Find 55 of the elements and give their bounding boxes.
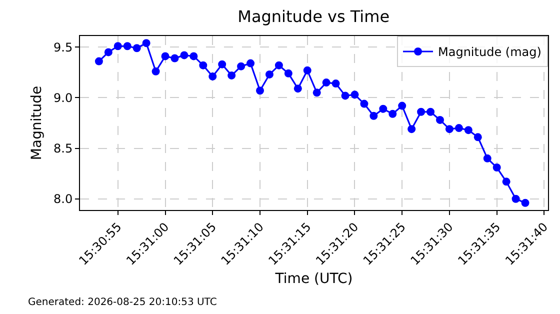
point bbox=[312, 88, 321, 97]
point bbox=[436, 116, 444, 124]
x-axis-title: Time (UTC) bbox=[274, 271, 353, 288]
point bbox=[208, 72, 217, 80]
point bbox=[322, 78, 330, 87]
point bbox=[190, 52, 198, 60]
point bbox=[246, 59, 255, 68]
point bbox=[142, 39, 150, 48]
point bbox=[170, 54, 179, 62]
point bbox=[303, 66, 312, 74]
point bbox=[521, 198, 530, 207]
point bbox=[218, 60, 226, 68]
point bbox=[388, 110, 397, 118]
point bbox=[199, 61, 208, 70]
text: Generated: 2026-08-25 20:10:53 UTC bbox=[28, 297, 217, 308]
y-tick-label: 9.0 bbox=[54, 90, 73, 105]
point bbox=[152, 67, 160, 76]
point bbox=[284, 69, 292, 78]
y-tick-label: 9.5 bbox=[54, 40, 73, 54]
point bbox=[104, 48, 112, 56]
point bbox=[161, 52, 170, 60]
legend-label: Magnitude (mag) bbox=[438, 45, 542, 60]
point bbox=[370, 112, 378, 120]
point bbox=[502, 178, 510, 186]
point bbox=[379, 104, 388, 113]
point bbox=[360, 100, 368, 108]
point bbox=[294, 84, 302, 93]
point bbox=[512, 194, 520, 203]
point bbox=[265, 70, 274, 78]
chart-title: Magnitude vs Time bbox=[238, 7, 390, 26]
point bbox=[274, 61, 283, 70]
point bbox=[350, 90, 359, 99]
point bbox=[454, 124, 463, 132]
point bbox=[237, 62, 246, 70]
point bbox=[408, 125, 416, 134]
y-tick-label: 8.0 bbox=[54, 192, 73, 206]
point bbox=[180, 51, 188, 60]
point bbox=[114, 42, 122, 50]
point bbox=[492, 164, 501, 172]
point bbox=[123, 42, 132, 50]
point bbox=[474, 133, 482, 142]
point bbox=[341, 92, 350, 100]
point bbox=[445, 125, 454, 134]
point bbox=[417, 108, 426, 116]
point bbox=[94, 57, 103, 66]
y-tick-label: 8.5 bbox=[54, 141, 73, 156]
y-axis-title: Magnitude bbox=[29, 86, 46, 160]
point bbox=[256, 86, 264, 95]
point bbox=[426, 108, 435, 116]
point bbox=[132, 44, 141, 52]
point bbox=[332, 80, 340, 88]
point bbox=[464, 126, 472, 134]
point bbox=[228, 71, 236, 80]
point bbox=[398, 102, 406, 110]
point bbox=[483, 154, 492, 162]
